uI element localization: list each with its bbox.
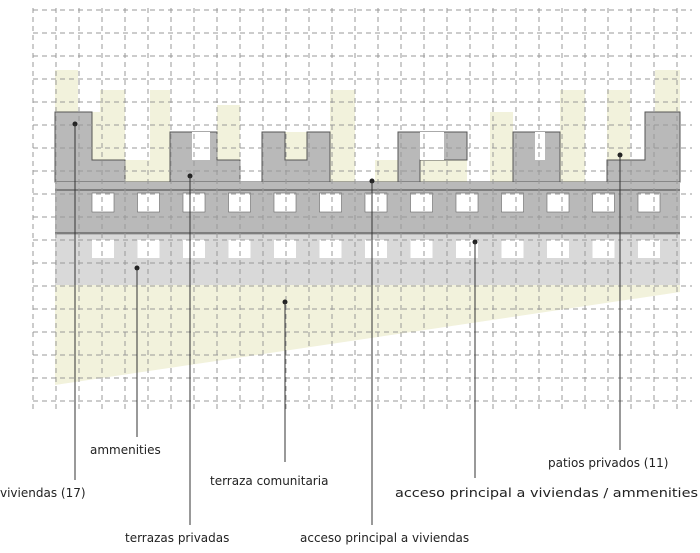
- label: acceso principal a viviendas: [300, 531, 469, 545]
- window: [638, 240, 660, 258]
- window: [91, 192, 115, 213]
- window: [455, 192, 479, 213]
- label: terrazas privadas: [125, 531, 229, 545]
- grid: [32, 8, 692, 412]
- window: [637, 192, 661, 213]
- window: [547, 240, 569, 258]
- window: [273, 192, 297, 213]
- window: [546, 192, 570, 213]
- notch: [192, 132, 210, 160]
- window: [319, 240, 342, 258]
- window: [456, 240, 478, 258]
- window: [410, 240, 433, 258]
- window: [319, 192, 342, 213]
- leaders: [72, 121, 623, 525]
- window: [364, 192, 388, 213]
- window: [365, 240, 387, 258]
- window: [92, 240, 114, 258]
- window: [228, 240, 251, 258]
- window: [501, 192, 524, 213]
- label: terraza comunitaria: [210, 474, 328, 488]
- window: [183, 240, 205, 258]
- notch: [535, 132, 545, 160]
- window: [592, 192, 615, 213]
- window: [410, 192, 433, 213]
- window: [274, 240, 296, 258]
- window: [137, 240, 160, 258]
- label: viviendas (17): [0, 486, 86, 500]
- window: [501, 240, 524, 258]
- windows: [91, 192, 661, 258]
- window: [592, 240, 615, 258]
- label: ammenities: [90, 443, 161, 457]
- label: acceso principal a viviendas / ammenitie…: [395, 486, 698, 500]
- label: patios privados (11): [548, 456, 668, 470]
